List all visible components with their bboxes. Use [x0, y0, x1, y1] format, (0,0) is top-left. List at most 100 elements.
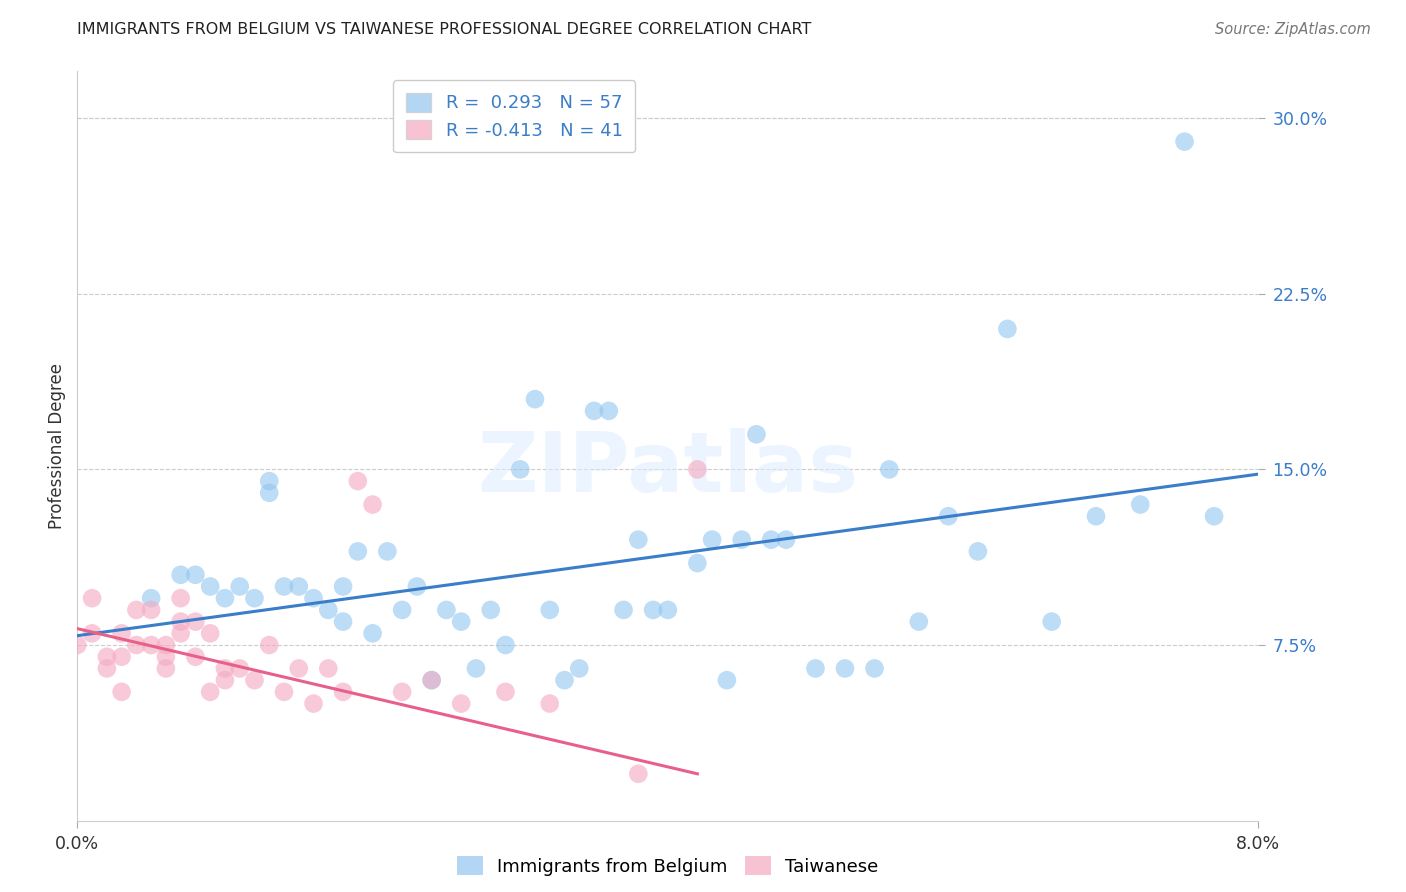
Point — [657, 603, 679, 617]
Point — [66, 638, 89, 652]
Point — [200, 685, 222, 699]
Text: ZIPatlas: ZIPatlas — [478, 428, 858, 509]
Point — [702, 533, 724, 547]
Point — [318, 603, 340, 617]
Point — [288, 580, 311, 594]
Point — [111, 649, 132, 664]
Point — [554, 673, 576, 688]
Point — [643, 603, 665, 617]
Point — [155, 638, 177, 652]
Point — [598, 404, 620, 418]
Point — [627, 533, 650, 547]
Point — [259, 485, 281, 500]
Point — [361, 626, 384, 640]
Point — [863, 661, 886, 675]
Point — [200, 580, 222, 594]
Point — [450, 615, 472, 629]
Point — [627, 766, 650, 781]
Text: Source: ZipAtlas.com: Source: ZipAtlas.com — [1215, 22, 1371, 37]
Point — [82, 591, 104, 606]
Point — [302, 697, 325, 711]
Point — [125, 638, 148, 652]
Point — [938, 509, 960, 524]
Point — [834, 661, 856, 675]
Point — [125, 603, 148, 617]
Point — [214, 591, 236, 606]
Point — [524, 392, 547, 407]
Point — [1174, 135, 1197, 149]
Point — [391, 685, 413, 699]
Point — [169, 567, 191, 582]
Point — [141, 603, 163, 617]
Point — [716, 673, 738, 688]
Point — [214, 661, 236, 675]
Point — [613, 603, 636, 617]
Text: IMMIGRANTS FROM BELGIUM VS TAIWANESE PROFESSIONAL DEGREE CORRELATION CHART: IMMIGRANTS FROM BELGIUM VS TAIWANESE PRO… — [77, 22, 811, 37]
Point — [184, 615, 207, 629]
Point — [464, 661, 488, 675]
Point — [495, 638, 517, 652]
Point — [200, 626, 222, 640]
Point — [169, 615, 191, 629]
Point — [436, 603, 458, 617]
Point — [745, 427, 768, 442]
Point — [686, 556, 709, 570]
Point — [346, 544, 368, 558]
Point — [568, 661, 591, 675]
Point — [259, 638, 281, 652]
Point — [184, 649, 207, 664]
Point — [346, 474, 368, 488]
Point — [288, 661, 311, 675]
Point — [761, 533, 783, 547]
Point — [420, 673, 443, 688]
Point — [243, 673, 266, 688]
Point — [1204, 509, 1226, 524]
Point — [243, 591, 266, 606]
Point — [82, 626, 104, 640]
Point — [377, 544, 399, 558]
Point — [318, 661, 340, 675]
Point — [967, 544, 990, 558]
Point — [273, 685, 295, 699]
Point — [879, 462, 901, 476]
Point — [332, 685, 354, 699]
Point — [509, 462, 531, 476]
Point — [538, 697, 561, 711]
Point — [273, 580, 295, 594]
Point — [228, 580, 252, 594]
Point — [804, 661, 827, 675]
Point — [391, 603, 413, 617]
Point — [1129, 498, 1152, 512]
Point — [111, 685, 132, 699]
Point — [686, 462, 709, 476]
Point — [155, 661, 177, 675]
Point — [228, 661, 252, 675]
Point — [96, 649, 118, 664]
Point — [361, 498, 384, 512]
Point — [406, 580, 429, 594]
Point — [259, 474, 281, 488]
Point — [141, 638, 163, 652]
Point — [538, 603, 561, 617]
Point — [1085, 509, 1108, 524]
Point — [997, 322, 1019, 336]
Legend: Immigrants from Belgium, Taiwanese: Immigrants from Belgium, Taiwanese — [447, 846, 889, 887]
Point — [169, 626, 191, 640]
Point — [96, 661, 118, 675]
Point — [111, 626, 132, 640]
Point — [155, 649, 177, 664]
Point — [332, 615, 354, 629]
Point — [169, 591, 191, 606]
Point — [775, 533, 797, 547]
Point — [302, 591, 325, 606]
Point — [731, 533, 754, 547]
Point — [450, 697, 472, 711]
Point — [583, 404, 606, 418]
Point — [908, 615, 931, 629]
Point — [184, 567, 207, 582]
Y-axis label: Professional Degree: Professional Degree — [48, 363, 66, 529]
Point — [495, 685, 517, 699]
Point — [479, 603, 502, 617]
Point — [141, 591, 163, 606]
Point — [214, 673, 236, 688]
